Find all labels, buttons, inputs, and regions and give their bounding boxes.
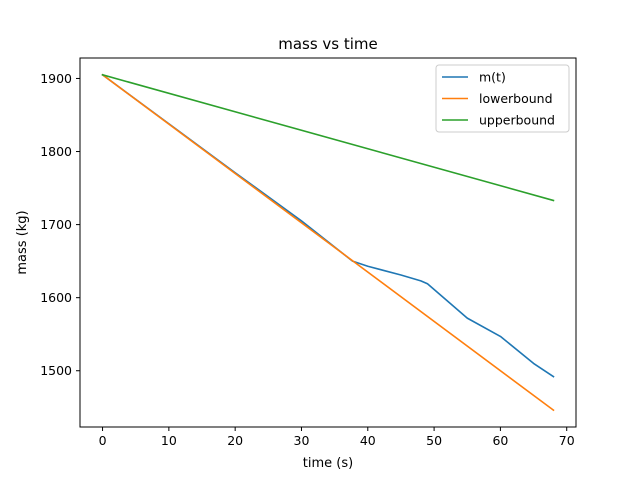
legend-label-0: m(t) bbox=[479, 70, 506, 85]
x-axis-ticks: 0 10 20 30 40 50 60 70 bbox=[99, 427, 575, 448]
x-tick-label: 30 bbox=[294, 433, 310, 448]
plot-frame bbox=[79, 57, 577, 428]
legend-label-1: lowerbound bbox=[479, 91, 553, 106]
legend-box bbox=[435, 64, 570, 133]
x-tick-label: 70 bbox=[559, 433, 575, 448]
y-axis-ticks: 1500 1600 1700 1800 1900 bbox=[40, 71, 80, 378]
legend: m(t) lowerbound upperbound bbox=[435, 64, 570, 133]
x-tick-label: 0 bbox=[99, 433, 107, 448]
x-tick-label: 10 bbox=[161, 433, 177, 448]
plot-lines bbox=[101, 73, 555, 412]
y-tick-label: 1800 bbox=[40, 144, 72, 159]
x-tick-label: 20 bbox=[227, 433, 243, 448]
series-line-2 bbox=[101, 73, 555, 202]
x-tick-label: 50 bbox=[426, 433, 442, 448]
y-axis-label: mass (kg) bbox=[15, 210, 30, 274]
x-axis-label: time (s) bbox=[303, 456, 353, 471]
x-tick-label: 60 bbox=[492, 433, 508, 448]
series-line-1 bbox=[101, 73, 555, 412]
y-tick-label: 1700 bbox=[40, 217, 72, 232]
legend-label-2: upperbound bbox=[479, 113, 555, 128]
y-tick-label: 1900 bbox=[40, 71, 72, 86]
y-tick-label: 1600 bbox=[40, 290, 72, 305]
chart-title: mass vs time bbox=[278, 35, 378, 53]
y-tick-label: 1500 bbox=[40, 363, 72, 378]
x-tick-label: 40 bbox=[360, 433, 376, 448]
